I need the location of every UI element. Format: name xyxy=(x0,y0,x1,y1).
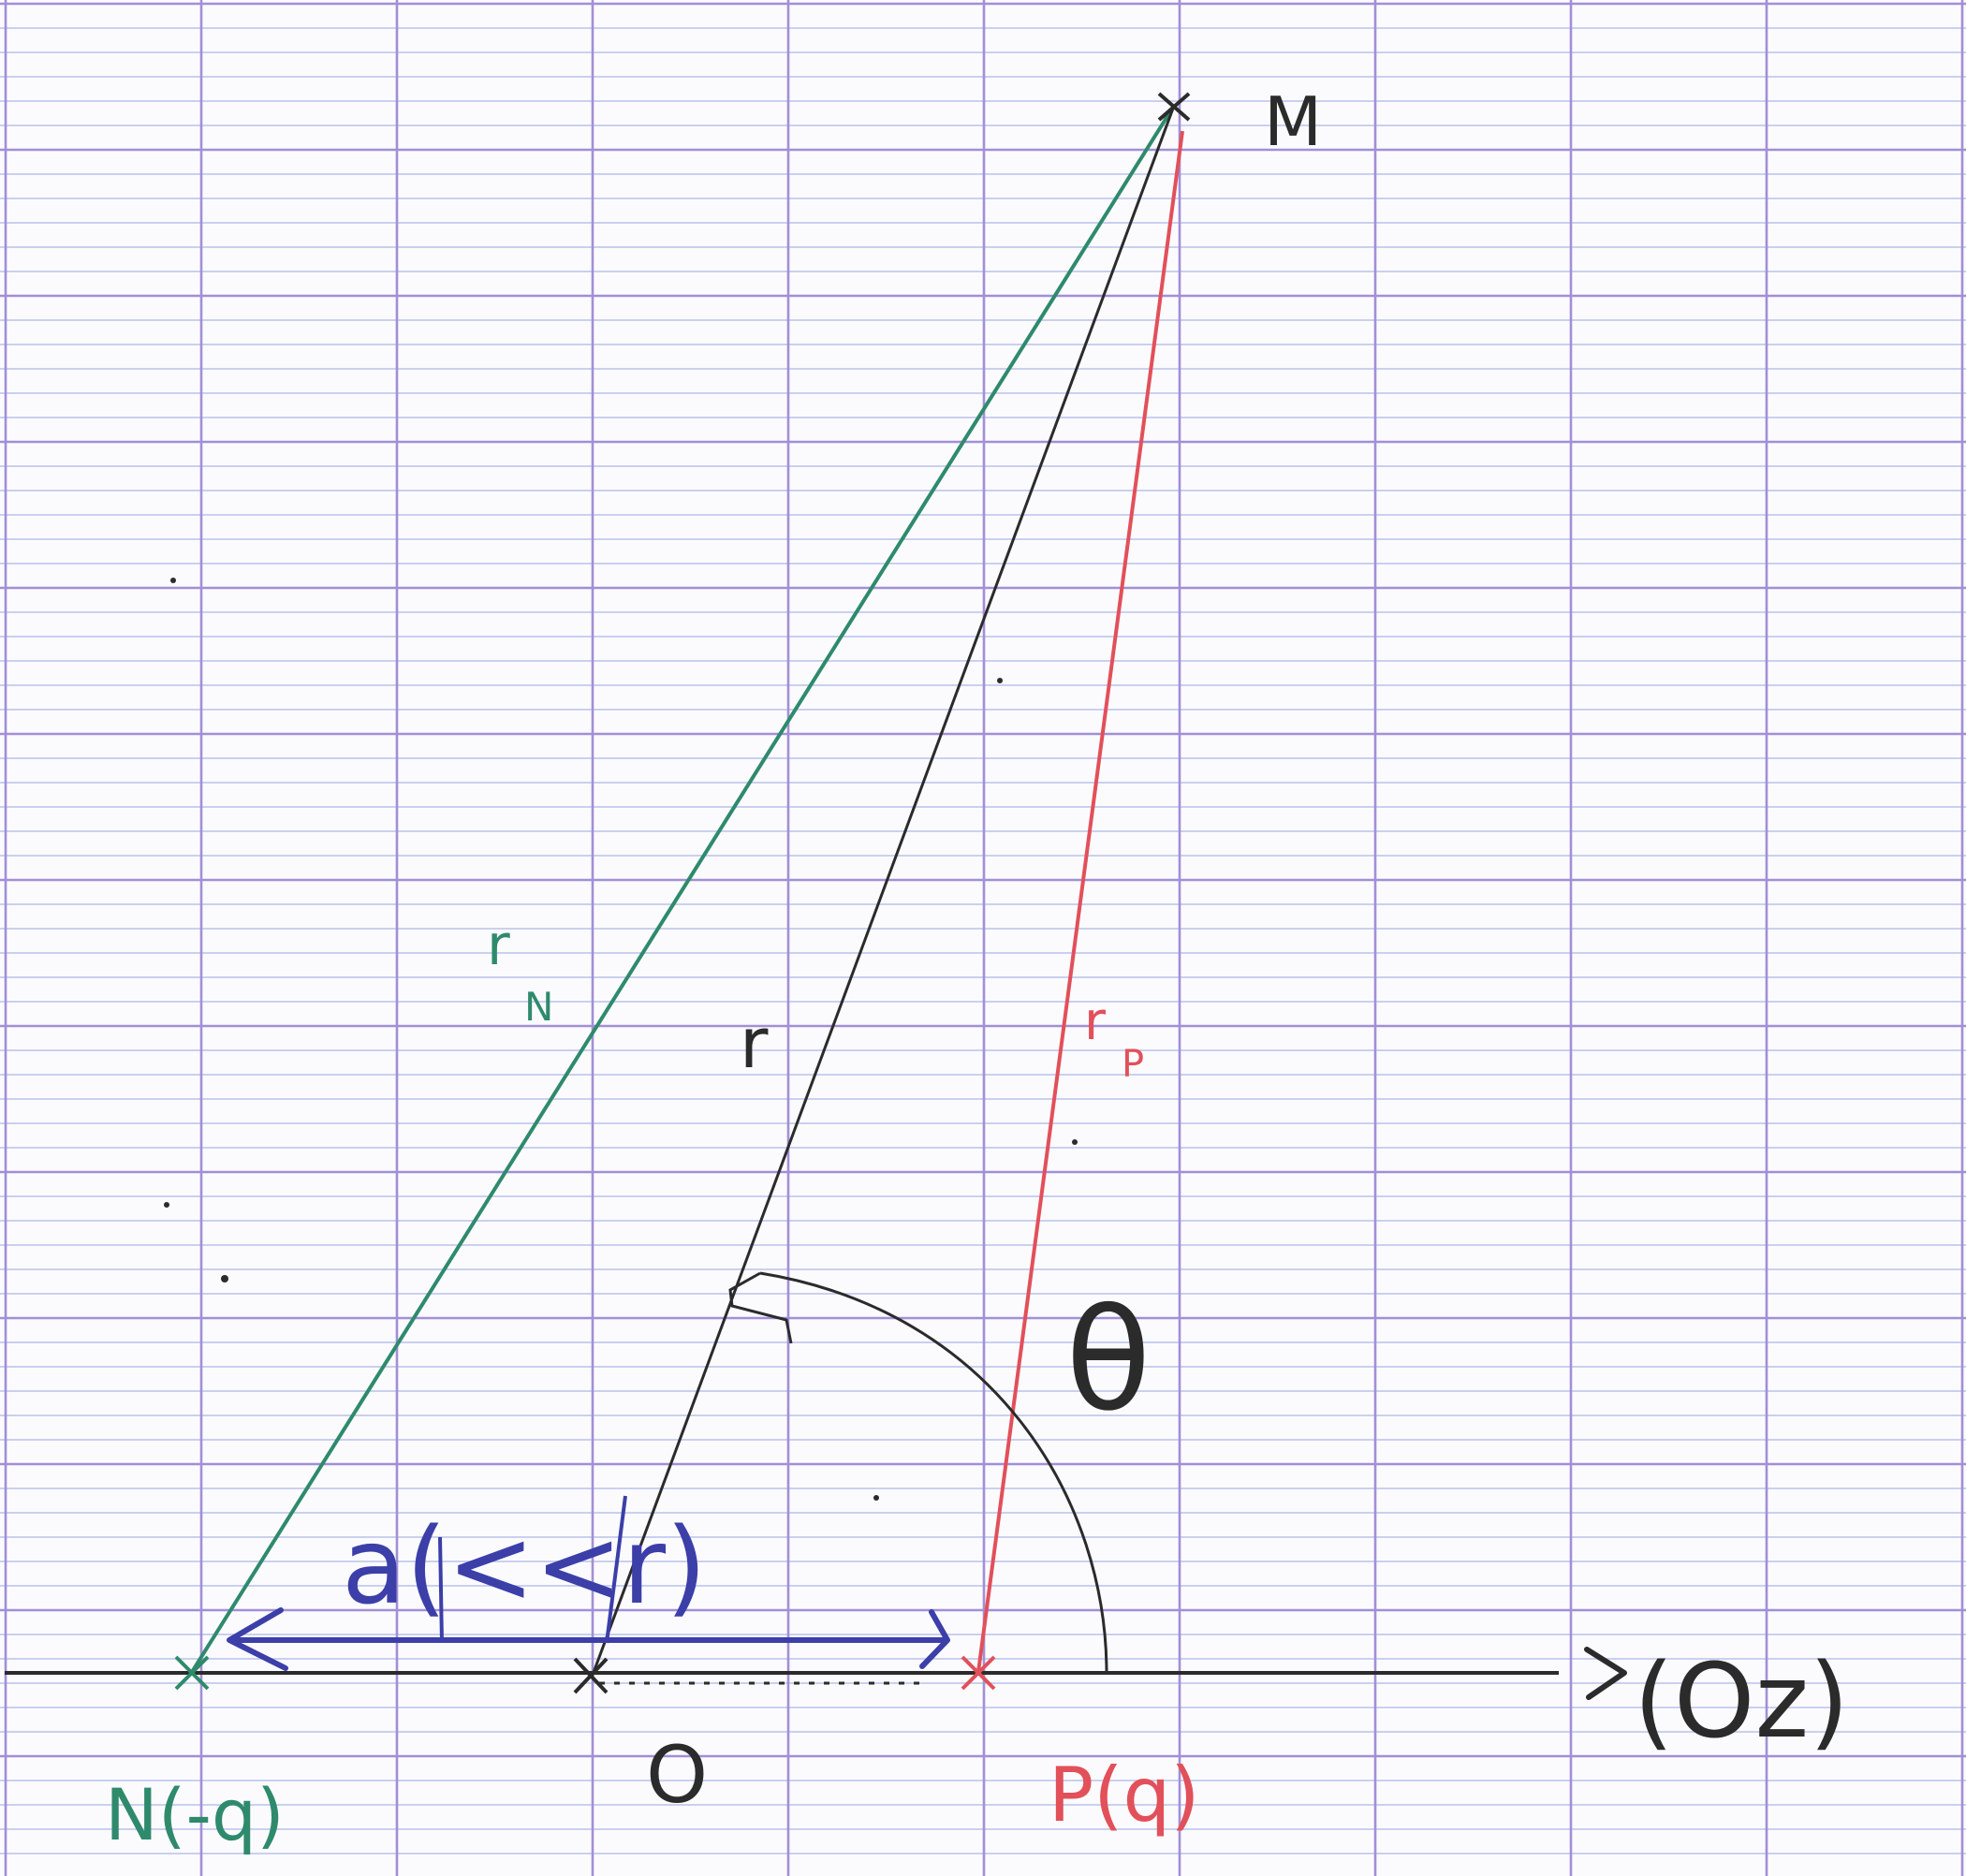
point-o-marker xyxy=(573,1657,609,1694)
line-nm xyxy=(190,104,1176,1674)
distance-arrow-right-head xyxy=(919,1609,950,1669)
point-p-marker xyxy=(961,1655,996,1691)
label-r-p: r xyxy=(1084,991,1107,1052)
label-n: N(-q) xyxy=(105,1773,285,1856)
oz-axis-arrowhead xyxy=(1584,1647,1627,1700)
label-p: P(q) xyxy=(1049,1751,1199,1839)
point-m-marker xyxy=(1157,92,1191,122)
label-r-n: r xyxy=(487,913,510,978)
line-pm xyxy=(976,130,1184,1673)
label-r-p-subscript: P xyxy=(1122,1043,1144,1086)
label-theta: θ xyxy=(1065,1280,1152,1443)
label-oz-axis: (Oz) xyxy=(1634,1641,1849,1761)
distance-tick-left xyxy=(438,1536,444,1644)
theta-angle-arc xyxy=(759,1271,1108,1674)
point-n-marker xyxy=(174,1655,210,1691)
label-r: r xyxy=(740,1004,769,1084)
theta-arc-arrowhead xyxy=(728,1271,793,1344)
label-a-condition: a(<<r) xyxy=(342,1506,707,1628)
distance-tick-right xyxy=(605,1495,627,1644)
label-o: O xyxy=(646,1729,708,1821)
distance-arrow-left-head xyxy=(227,1607,288,1671)
stray-dots xyxy=(164,578,1078,1501)
line-om xyxy=(590,105,1176,1678)
label-r-n-subscript: N xyxy=(524,984,553,1030)
label-m: M xyxy=(1264,82,1322,161)
